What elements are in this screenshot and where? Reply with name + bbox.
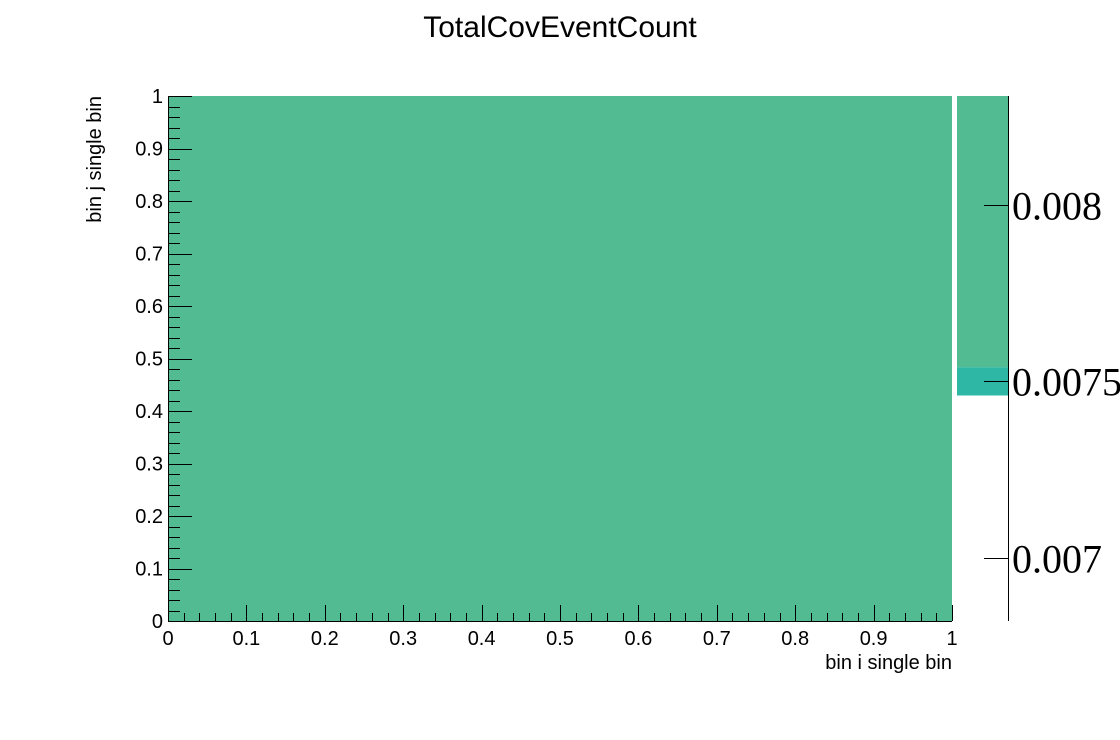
x-tick-label: 0.3 [389,628,417,650]
x-tick-label: 0.2 [311,628,339,650]
y-tick-label: 0.6 [135,296,163,318]
x-tick-label: 0.5 [546,628,574,650]
y-tick-label: 1 [152,86,163,108]
x-tick-label: 0.6 [624,628,652,650]
palette-tick-label: 0.008 [1012,184,1102,229]
x-tick-label: 1 [946,628,957,650]
y-tick-label: 0.1 [135,559,163,581]
x-tick-label: 0 [162,628,173,650]
color-palette: 0.007 0.0075 0.008 [957,96,1120,621]
y-tick-label: 0.9 [135,139,163,161]
palette-tick-label: 0.007 [1012,537,1102,582]
palette-band-0 [957,96,1008,368]
y-tick-label: 0.5 [135,349,163,371]
y-tick-label: 0.4 [135,401,163,423]
x-axis-title: bin i single bin [825,652,952,674]
x-tick-label: 0.9 [860,628,888,650]
y-axis-title: bin j single bin [84,96,106,223]
y-tick-label: 0.2 [135,506,163,528]
x-tick-label: 0.8 [781,628,809,650]
y-tick-label: 0.8 [135,191,163,213]
x-axis-ticks: 0 0.1 0.2 0.3 0.4 0.5 0.6 0.7 0.8 0.9 1 [162,605,958,650]
x-tick-label: 0.4 [468,628,496,650]
x-tick-label: 0.1 [232,628,260,650]
heatmap-cells [168,96,952,621]
x-tick-label: 0.7 [703,628,731,650]
y-tick-label: 0.3 [135,454,163,476]
palette-tick-label: 0.0075 [1012,360,1120,405]
axes [168,96,952,622]
y-tick-label: 0.7 [135,244,163,266]
y-tick-label: 0 [152,611,163,633]
chart-title: TotalCovEventCount [423,11,697,44]
heatmap-cell-0 [168,96,952,621]
y-axis-ticks: 0 0.1 0.2 0.3 0.4 0.5 0.6 0.7 0.8 0.9 1 [135,86,192,633]
